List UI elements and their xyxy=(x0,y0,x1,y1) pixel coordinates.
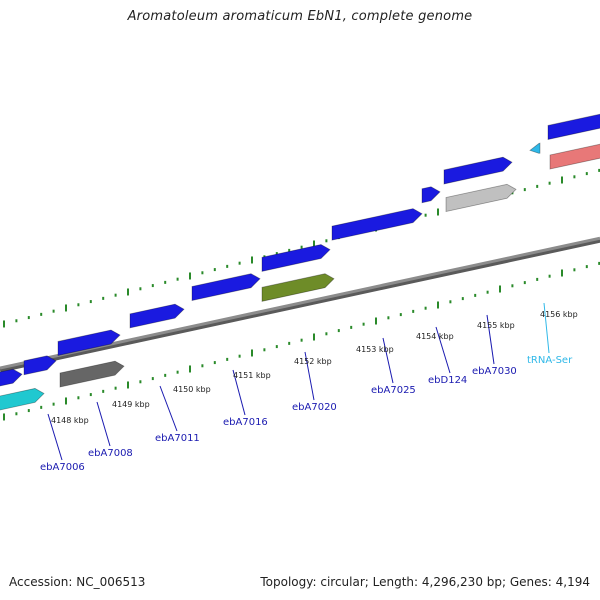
forward-gene-6[interactable] xyxy=(261,244,331,272)
page-title: Aromatoleum aromaticum EbN1, complete ge… xyxy=(127,9,473,24)
label-connector xyxy=(382,337,394,384)
label-connector xyxy=(486,314,495,365)
label-connector xyxy=(96,401,111,447)
label-connector xyxy=(543,302,550,354)
forward-gene-1[interactable] xyxy=(0,368,23,388)
kbp-label: 4152 kbp xyxy=(294,357,332,366)
label-connectors xyxy=(47,302,550,461)
gene-label-ebd124[interactable]: ebD124 xyxy=(428,375,467,386)
reverse-gene-light-gray[interactable] xyxy=(445,183,517,213)
kbp-label: 4155 kbp xyxy=(477,321,515,330)
forward-gene-3[interactable] xyxy=(57,329,121,356)
forward-gene-10[interactable] xyxy=(547,113,600,140)
gene-label-trna-ser[interactable]: tRNA-Ser xyxy=(527,355,573,366)
kbp-label: 4149 kbp xyxy=(112,400,150,409)
inner-tick-track xyxy=(3,261,600,421)
accession-text: Accession: NC_006513 xyxy=(9,575,146,589)
kbp-label: 4148 kbp xyxy=(51,416,89,425)
forward-gene-7[interactable] xyxy=(331,208,423,241)
label-connector xyxy=(232,369,246,416)
reverse-gene-cyan[interactable] xyxy=(0,388,45,412)
kbp-labels: 4148 kbp 4149 kbp 4150 kbp 4151 kbp 4152 kbp… xyxy=(51,310,578,425)
kbp-label: 4153 kbp xyxy=(356,345,394,354)
backbone xyxy=(0,236,600,370)
genome-summary-text: Topology: circular; Length: 4,296,230 bp… xyxy=(260,575,590,589)
forward-gene-2[interactable] xyxy=(23,355,57,376)
gene-label-eba7008[interactable]: ebA7008 xyxy=(88,448,133,459)
reverse-gene-olive[interactable] xyxy=(261,273,335,302)
gene-label-eba7011[interactable]: ebA7011 xyxy=(155,433,200,444)
reverse-gene-dark-gray[interactable] xyxy=(59,360,125,388)
forward-gene-4[interactable] xyxy=(129,303,185,329)
reverse-gene-pink[interactable] xyxy=(549,143,600,170)
gene-label-eba7016[interactable]: ebA7016 xyxy=(223,417,268,428)
forward-gene-5[interactable] xyxy=(191,273,261,301)
label-connector xyxy=(435,326,451,374)
forward-gene-9[interactable] xyxy=(443,156,513,185)
kbp-label: 4156 kbp xyxy=(540,310,578,319)
label-connector xyxy=(47,413,63,461)
kbp-label: 4151 kbp xyxy=(233,371,271,380)
label-connector xyxy=(304,351,315,401)
forward-gene-8[interactable] xyxy=(421,186,441,204)
trna-feature[interactable] xyxy=(529,142,541,154)
gene-label-eba7030[interactable]: ebA7030 xyxy=(472,366,517,377)
gene-label-eba7006[interactable]: ebA7006 xyxy=(40,462,85,473)
gene-label-eba7025[interactable]: ebA7025 xyxy=(371,385,416,396)
kbp-label: 4150 kbp xyxy=(173,385,211,394)
gene-label-eba7020[interactable]: ebA7020 xyxy=(292,402,337,413)
genome-backbone-line xyxy=(0,236,600,373)
backbone-shadow xyxy=(0,237,600,373)
label-connector xyxy=(159,385,178,432)
gene-features[interactable] xyxy=(0,113,600,412)
kbp-label: 4154 kbp xyxy=(416,332,454,341)
